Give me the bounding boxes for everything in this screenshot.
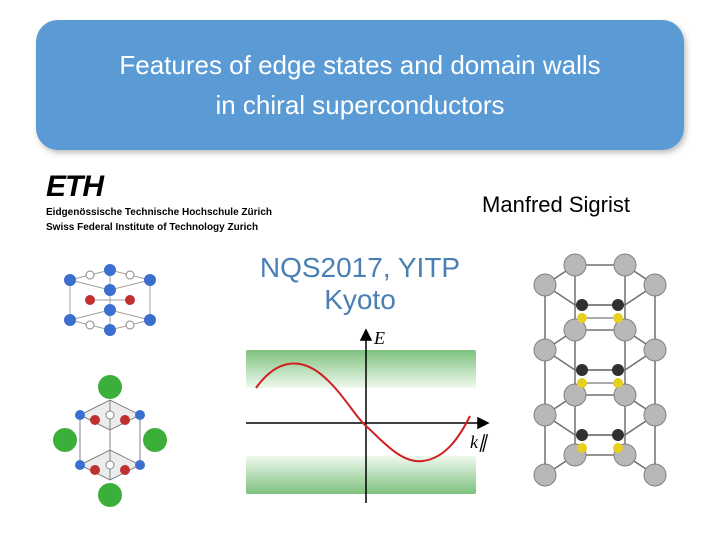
right-crystal-structure (520, 250, 680, 510)
right-crystal-svg (520, 250, 680, 510)
left-crystal-structures (50, 260, 190, 520)
title-line-1: Features of edge states and domain walls (119, 45, 600, 85)
y-axis-label: E (373, 328, 385, 348)
dispersion-chart: E k∥ (218, 328, 498, 528)
eth-logo: ETH (46, 170, 316, 204)
x-axis-label: k∥ (470, 432, 489, 452)
affiliation-line-1: Eidgenössische Technische Hochschule Zür… (46, 206, 316, 219)
dispersion-svg: E k∥ (218, 328, 498, 528)
affiliation-block: ETH Eidgenössische Technische Hochschule… (46, 170, 316, 234)
author-name: Manfred Sigrist (482, 192, 630, 218)
title-line-2: in chiral superconductors (215, 85, 504, 125)
affiliation-line-2: Swiss Federal Institute of Technology Zu… (46, 221, 316, 234)
title-box: Features of edge states and domain walls… (36, 20, 684, 150)
left-crystal-svg (50, 260, 190, 520)
edge-state-curve (256, 364, 470, 462)
